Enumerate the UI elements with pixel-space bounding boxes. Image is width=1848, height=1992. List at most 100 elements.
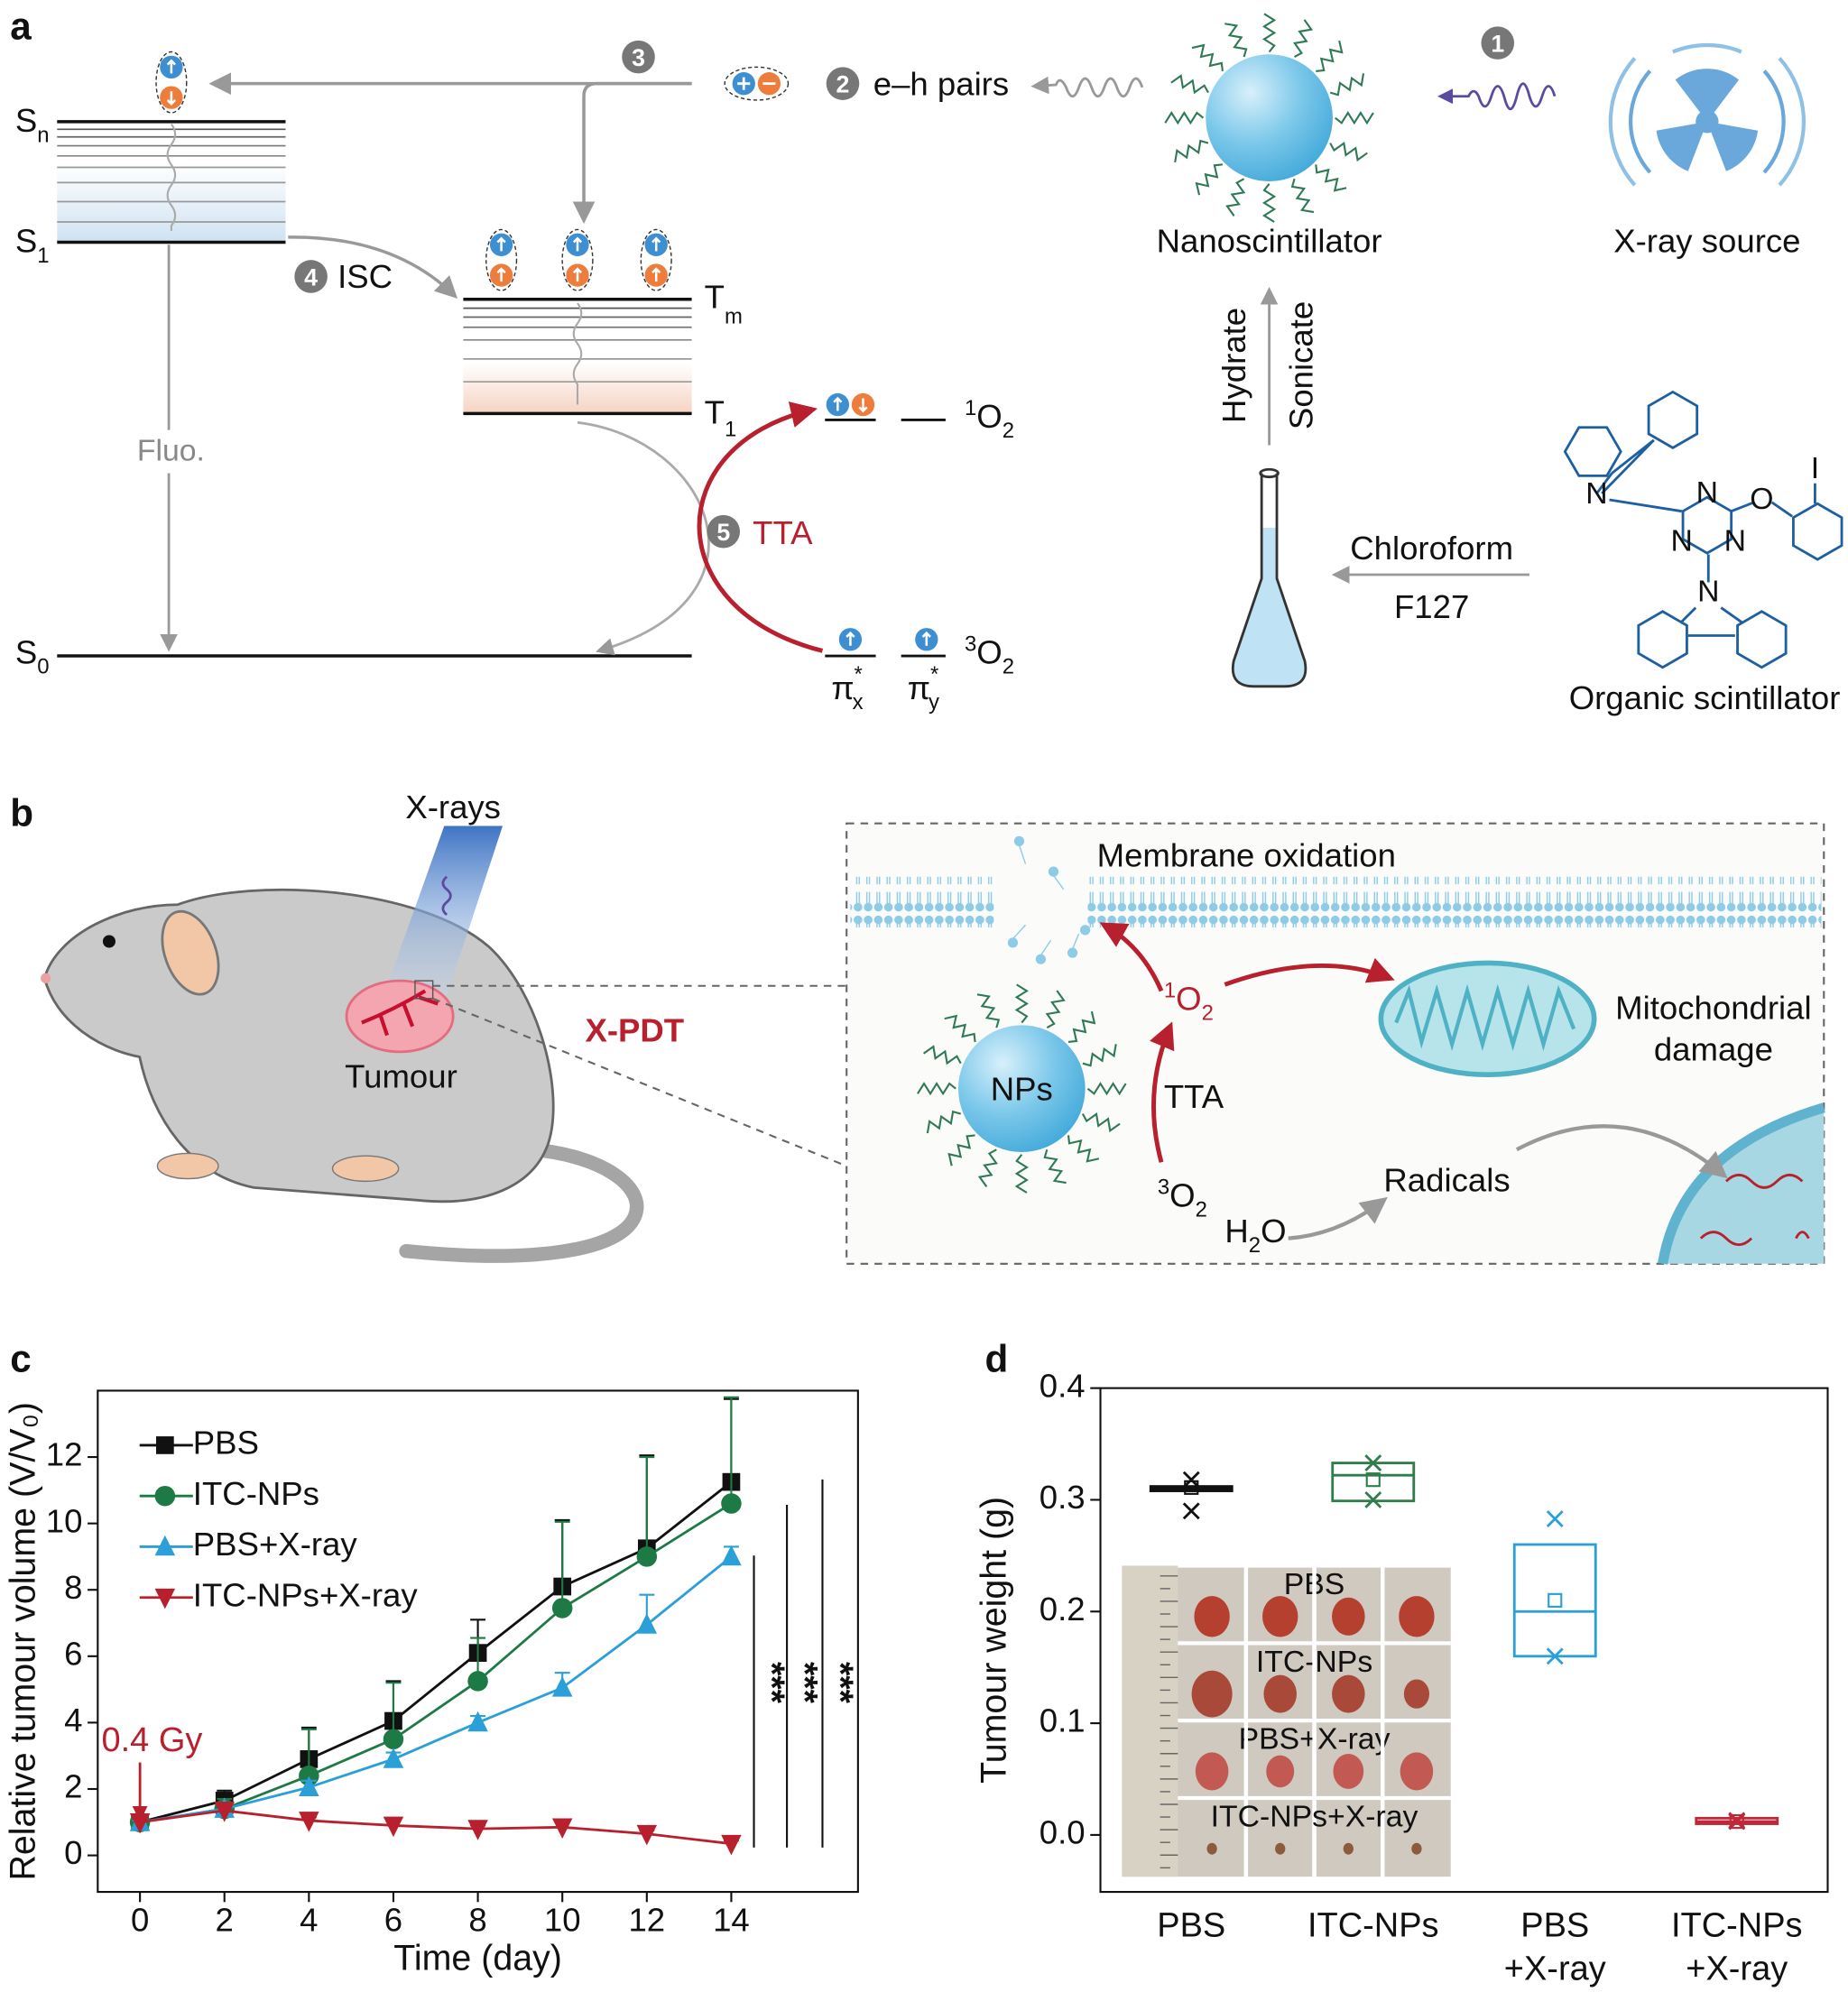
bond (1679, 606, 1697, 624)
ligand (1261, 13, 1277, 53)
mouse (331, 1155, 400, 1183)
energy-transfer-arrows (577, 420, 710, 656)
xray-source-label: X-ray source (1613, 223, 1800, 260)
chart-d: 0.0 0.1 0.2 0.3 0.4 Tumour weight (g) PBS ITC-N… (975, 1367, 1829, 1987)
mouse (161, 909, 220, 996)
ring (1637, 610, 1688, 669)
x-tick-label: ITC-NPs (1307, 1906, 1439, 1944)
radicals-label: Radicals (1383, 1162, 1510, 1199)
data-point (721, 1545, 742, 1566)
step-badge: 3 (632, 44, 645, 71)
data-point (467, 1820, 488, 1840)
y-tick-label: 0.0 (1040, 1814, 1086, 1851)
mitochondria-label: damage (1654, 1031, 1773, 1068)
x-tick-label: PBS (1520, 1906, 1589, 1944)
spin (496, 236, 506, 252)
cell-scheme (845, 822, 1825, 1265)
ligand (917, 1082, 956, 1096)
legend-label: PBS+X-ray (193, 1526, 358, 1563)
membrane-label: Membrane oxidation (1097, 837, 1396, 874)
mouse (361, 989, 439, 1037)
reaction-arrows (1150, 1021, 1175, 1163)
xpdt-label: X-PDT (585, 1012, 684, 1049)
step-label: Hydrate (1215, 308, 1252, 423)
series-line (139, 1555, 733, 1824)
cell-scheme (1394, 983, 1576, 1052)
oxygen-label: 1O2 (965, 396, 1014, 443)
mouse (380, 825, 504, 1004)
mouse (441, 875, 452, 917)
level-label: T1 (705, 394, 737, 442)
ring (1736, 610, 1788, 669)
level-label: 1 (725, 418, 736, 442)
spin (572, 267, 583, 282)
panel-b: b X-rays Tumour X-PDT (10, 788, 1825, 1265)
ligand (1335, 111, 1374, 125)
bond (1770, 501, 1793, 518)
atom-label: N (1724, 523, 1746, 558)
y-tick-label: 0.3 (1040, 1479, 1086, 1516)
step-label: Sonicate (1282, 301, 1319, 429)
atom-label: N (1696, 475, 1718, 510)
ligand (1191, 43, 1224, 72)
nps-label: NPs (991, 1070, 1053, 1107)
mouse (156, 1152, 219, 1180)
data-point (467, 1671, 488, 1692)
level-label: Tm (705, 279, 743, 329)
molecule (1563, 390, 1843, 669)
panel-a: a Sn S1 S0 Fluo. 1 2 3 4 5 e–h pa (10, 5, 1843, 716)
isc-label: ISC (337, 258, 393, 295)
ligand (1316, 40, 1344, 72)
tumour-photo (1262, 1596, 1298, 1637)
y-tick-label: 6 (64, 1635, 82, 1672)
orbital-label: * (930, 662, 938, 687)
box (1331, 1462, 1416, 1503)
data-point (551, 1818, 573, 1839)
data-point (721, 1493, 742, 1514)
x-tick-label: 6 (384, 1901, 402, 1938)
pair-outline (561, 228, 594, 291)
step-badge: 2 (836, 71, 850, 98)
bond (1595, 472, 1613, 494)
step-badge: 1 (1491, 30, 1504, 57)
extreme (1546, 1647, 1564, 1665)
xray-icon (1762, 69, 1786, 174)
significance-label: *** (820, 1662, 860, 1704)
ligand (1329, 141, 1368, 162)
y-tick-label: 8 (64, 1569, 82, 1606)
ligand (1170, 74, 1209, 95)
water-label: O (1261, 1213, 1286, 1250)
mean (1548, 1592, 1563, 1608)
chart-c: 0 2 4 6 8 10 12 14 0 2 4 6 8 10 12 Time (day) Relative t… (4, 1389, 860, 1978)
extreme (1728, 1812, 1746, 1830)
xray-icon (1629, 69, 1652, 174)
xray-icon (1675, 69, 1740, 122)
oxygen-label: O (976, 633, 1002, 670)
oxygen-label: 1O2 (1164, 978, 1214, 1025)
data-point (214, 1802, 235, 1822)
ligand (976, 993, 1001, 1028)
legend-marker (156, 1436, 174, 1454)
spin (572, 236, 583, 252)
triplet-levels (463, 298, 692, 416)
electron-pair (155, 51, 938, 651)
ligand (947, 1134, 975, 1167)
ligand (1067, 1010, 1096, 1044)
xray-icon (1706, 121, 1759, 171)
y-tick-label: 0.1 (1040, 1702, 1086, 1739)
mouse (102, 935, 116, 948)
y-tick-label: 0.4 (1040, 1367, 1086, 1404)
tumour-photo (1206, 1842, 1217, 1855)
oxygen-label: 3 (1158, 1175, 1169, 1199)
xray-icon (1608, 57, 1637, 187)
xray-icon (1778, 57, 1806, 187)
oxygen-label: O (1169, 1176, 1195, 1213)
spin (858, 398, 868, 413)
bond (1609, 498, 1682, 513)
ligand (1043, 1148, 1067, 1185)
pair-outline (485, 228, 518, 291)
bond (1611, 438, 1655, 475)
flask (1233, 527, 1306, 687)
energy-transfer-arrows (208, 72, 1557, 656)
legend-marker (154, 1485, 176, 1507)
